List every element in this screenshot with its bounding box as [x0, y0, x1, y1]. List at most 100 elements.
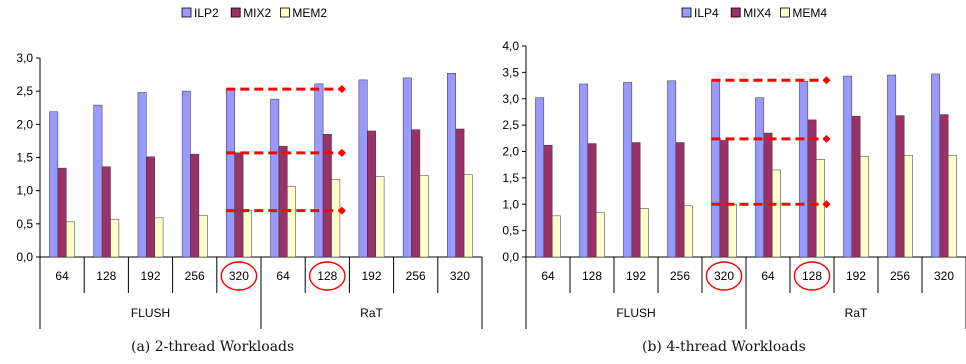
bar-ilp2 — [137, 92, 147, 258]
bar-mem4 — [639, 208, 649, 258]
y-tick-label: 0,5 — [16, 217, 33, 231]
bar-mix4 — [587, 143, 597, 258]
x-tick-label: 192 — [140, 269, 160, 283]
bar-mem4 — [683, 205, 693, 258]
bar-mix2 — [455, 128, 465, 258]
y-tick-label: 1,0 — [502, 197, 519, 211]
x-tick-label: 64 — [276, 269, 290, 283]
y-tick-label: 2,0 — [16, 117, 33, 131]
bar-ilp4 — [579, 83, 589, 258]
bar-mix2 — [411, 129, 421, 258]
legend-label-mem2: MEM2 — [292, 6, 327, 20]
legend-label-ilp2: ILP2 — [194, 6, 219, 20]
bar-mix4 — [939, 114, 949, 258]
x-tick-label: 320 — [229, 269, 249, 283]
bar-ilp2 — [402, 77, 412, 258]
bar-mix4 — [719, 140, 729, 258]
x-tick-label: 320 — [934, 269, 954, 283]
legend-label-mem4: MEM4 — [792, 6, 827, 20]
x-tick-label: 128 — [582, 269, 602, 283]
y-tick-label: 1,5 — [16, 151, 33, 165]
legend-label-mix4: MIX4 — [743, 6, 771, 20]
x-tick-label: 128 — [96, 269, 116, 283]
x-tick-label: 192 — [846, 269, 866, 283]
y-tick-label: 4,0 — [502, 39, 519, 53]
x-tick-label: 64 — [761, 269, 775, 283]
bar-ilp2 — [93, 104, 103, 258]
bar-ilp4 — [535, 97, 545, 258]
legend-swatch-mix4 — [730, 7, 741, 18]
bar-mem4 — [727, 204, 737, 258]
y-tick-label: 0,5 — [502, 224, 519, 238]
x-tick-label: 256 — [185, 269, 205, 283]
x-tick-label: 256 — [890, 269, 910, 283]
x-tick-label: 256 — [670, 269, 690, 283]
x-tick-label: 128 — [317, 269, 337, 283]
bar-mix2 — [101, 166, 111, 258]
legend-swatch-ilp2 — [181, 7, 192, 18]
bar-mem4 — [815, 159, 825, 258]
bar-ilp2 — [270, 98, 280, 258]
bar-mem2 — [287, 186, 296, 258]
bar-ilp4 — [623, 82, 633, 258]
y-tick-label: 1,5 — [502, 171, 519, 185]
bar-ilp2 — [314, 83, 324, 258]
dashed-arrow-head — [822, 134, 831, 143]
bar-ilp2 — [358, 79, 368, 258]
x-tick-label: 64 — [55, 269, 69, 283]
bar-mix2 — [278, 145, 288, 258]
y-tick-label: 2,5 — [502, 118, 519, 132]
x-tick-label: 192 — [626, 269, 646, 283]
bar-mem2 — [419, 175, 429, 258]
bar-mem4 — [903, 154, 913, 258]
bar-ilp4 — [931, 73, 941, 258]
bar-ilp4 — [887, 74, 897, 258]
highlight-circle — [220, 261, 258, 291]
bar-mix4 — [631, 142, 641, 258]
bar-ilp2 — [447, 73, 456, 258]
y-tick-label: 2,0 — [502, 145, 519, 159]
legend-label-ilp4: ILP4 — [694, 6, 719, 20]
legend-swatch-mem4 — [780, 7, 790, 18]
bar-mem4 — [859, 155, 869, 258]
bar-mix2 — [234, 152, 244, 258]
bar-ilp4 — [667, 80, 677, 258]
bar-mem2 — [242, 210, 252, 258]
y-tick-label: 3,0 — [502, 92, 519, 106]
x-tick-label: 320 — [714, 269, 734, 283]
caption-a: (a) 2-thread Workloads — [131, 339, 295, 355]
group-label-flush: FLUSH — [131, 306, 170, 320]
bar-mem4 — [595, 212, 605, 258]
bar-mem4 — [551, 215, 561, 258]
legend-swatch-mem2 — [279, 7, 290, 18]
x-tick-label: 64 — [541, 269, 555, 283]
legend: ILP2 MIX2 MEM2 — [181, 6, 327, 20]
legend-swatch-ilp4 — [681, 7, 692, 18]
dashed-arrow-head — [337, 85, 346, 94]
bar-mem2 — [154, 217, 164, 258]
bar-ilp2 — [181, 90, 191, 258]
bar-ilp4 — [711, 80, 721, 258]
bar-mem2 — [375, 176, 385, 258]
bar-mix4 — [763, 132, 773, 258]
bar-mem2 — [463, 174, 473, 258]
y-tick-label: 0,0 — [16, 250, 33, 264]
bar-ilp2 — [49, 111, 59, 258]
bar-ilp4 — [843, 75, 853, 258]
highlight-circle — [793, 261, 831, 291]
legend: ILP4 MIX4 MEM4 — [681, 6, 827, 20]
bar-ilp4 — [799, 81, 809, 258]
dashed-arrow-head — [337, 206, 346, 215]
dashed-arrow-head — [822, 76, 831, 85]
highlight-circle — [308, 261, 346, 291]
bar-mix2 — [57, 167, 67, 258]
x-tick-label: 192 — [361, 269, 381, 283]
bar-mix4 — [851, 115, 861, 258]
legend-label-mix2: MIX2 — [243, 6, 271, 20]
bar-mem4 — [771, 169, 781, 258]
group-label-rat: RaT — [845, 306, 868, 320]
chart-a: ILP2 MIX2 MEM2 0,0 0,5 1,0 1,5 2,0 2,5 3,0 64 128 19… — [16, 6, 483, 329]
bar-mix4 — [895, 115, 905, 258]
highlight-circle — [705, 261, 743, 291]
